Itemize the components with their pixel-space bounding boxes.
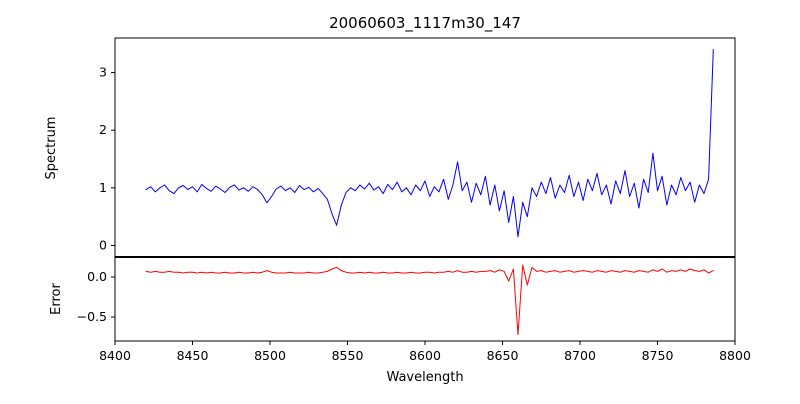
spectrum-line (145, 49, 714, 238)
x-tick-label: 8600 (409, 348, 441, 363)
y-tick-label: −0.5 (77, 309, 107, 324)
spectrum-y-axis-label: Spectrum (44, 117, 59, 180)
x-tick-label: 8800 (719, 348, 751, 363)
x-tick-label: 8400 (99, 348, 131, 363)
x-tick-label: 8750 (642, 348, 674, 363)
y-tick-label: 0 (99, 237, 107, 252)
y-tick-label: 1 (99, 180, 107, 195)
spectrum-panel-border (114, 37, 736, 258)
error-panel-border (114, 256, 736, 342)
error-line (145, 264, 714, 336)
chart-title: 20060603_1117m30_147 (329, 14, 521, 33)
spectrum-y-axis-ticks: 0 1 2 3 (99, 65, 115, 252)
x-tick-label: 8650 (487, 348, 519, 363)
x-axis-label: Wavelength (386, 370, 463, 385)
y-tick-label: 0.0 (87, 269, 107, 284)
x-axis-ticks: 8400 8450 8500 8550 8600 8650 8700 8750 8800 (99, 341, 751, 363)
x-tick-label: 8700 (564, 348, 596, 363)
x-tick-label: 8550 (332, 348, 364, 363)
error-y-axis-ticks: 0.0 −0.5 (77, 269, 115, 324)
x-tick-label: 8450 (177, 348, 209, 363)
x-tick-label: 8500 (254, 348, 286, 363)
y-tick-label: 3 (99, 65, 107, 80)
y-tick-label: 2 (99, 122, 107, 137)
error-y-axis-label: Error (49, 283, 64, 315)
